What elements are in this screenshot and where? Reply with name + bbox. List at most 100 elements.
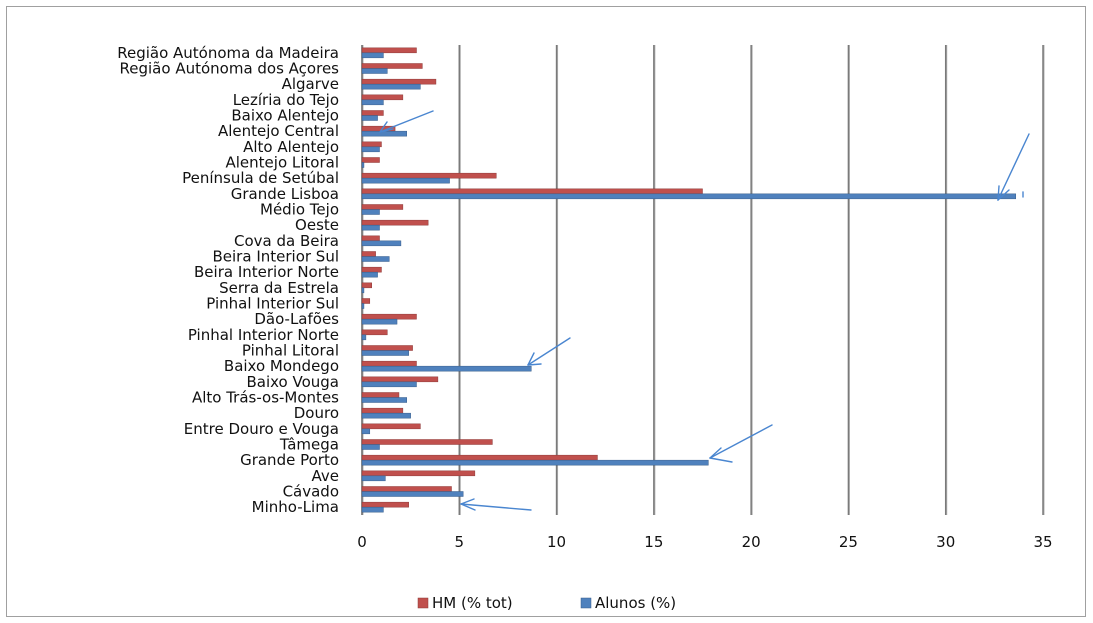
- bar-hm: [361, 454, 598, 461]
- bar-hm: [361, 501, 409, 508]
- bar-alunos: [361, 428, 371, 435]
- x-tick-label: 0: [357, 533, 367, 551]
- category-label: Alentejo Litoral: [226, 154, 340, 172]
- bar-alunos: [361, 146, 380, 153]
- category-label: Grande Lisboa: [231, 185, 339, 203]
- category-label: Douro: [294, 404, 339, 422]
- category-label: Cova da Beira: [234, 232, 339, 250]
- bar-hm: [361, 423, 421, 430]
- legend-swatch: [580, 597, 592, 609]
- bar-alunos: [361, 162, 365, 168]
- legend-label: HM (% tot): [432, 594, 513, 612]
- category-label: Baixo Vouga: [246, 373, 339, 391]
- bar-hm: [361, 407, 404, 414]
- legend-swatch: [417, 597, 429, 609]
- arrow-annotation: [460, 498, 532, 511]
- bar-hm: [361, 219, 429, 226]
- bar-hm: [361, 486, 452, 492]
- x-tick-label: 20: [742, 533, 761, 551]
- bar-alunos: [361, 475, 386, 482]
- bar-hm: [361, 329, 388, 336]
- category-label: Alentejo Central: [218, 122, 339, 140]
- bar-hm: [361, 141, 382, 148]
- bar-hm: [361, 188, 703, 195]
- bar-alunos: [361, 130, 408, 137]
- bar-hm: [361, 235, 380, 242]
- bar-alunos: [361, 303, 365, 309]
- category-label: Grande Porto: [240, 451, 339, 469]
- bar-hm: [361, 94, 404, 101]
- category-label: Oeste: [295, 216, 339, 234]
- bar-hm: [361, 47, 417, 54]
- bar-alunos: [361, 365, 532, 372]
- bar-alunos: [361, 444, 380, 450]
- category-label: Baixo Alentejo: [231, 107, 339, 125]
- chart-frame: Minho-Lima Cávado Ave Grande Porto Tâmega Ent…: [6, 6, 1086, 617]
- bar-alunos: [361, 256, 390, 262]
- bar-hm: [361, 172, 497, 179]
- category-label: Região Autónoma dos Açores: [120, 60, 340, 78]
- category-label: Minho-Lima: [252, 498, 339, 516]
- annotation-arrows: [379, 110, 1030, 511]
- bar-hm: [361, 470, 476, 477]
- bar-hm: [361, 204, 404, 210]
- category-label: Região Autónoma da Madeira: [117, 44, 339, 62]
- bar-hm: [361, 392, 400, 398]
- category-label: Pinhal Interior Sul: [206, 295, 339, 313]
- bar-alunos: [361, 412, 411, 419]
- x-tick-label: 25: [839, 533, 858, 551]
- category-label: Beira Interior Norte: [194, 263, 339, 281]
- category-label: Algarve: [282, 75, 339, 93]
- bar-alunos: [361, 459, 709, 466]
- bar-hm: [361, 63, 423, 69]
- bar-alunos: [361, 350, 409, 356]
- category-label: Beira Interior Sul: [213, 248, 340, 266]
- bar-alunos: [361, 177, 450, 184]
- bar-hm: [361, 360, 417, 367]
- bar-alunos: [361, 240, 402, 247]
- bar-alunos: [361, 491, 464, 497]
- x-tick-label: 15: [644, 533, 663, 551]
- bar-hm: [361, 313, 417, 320]
- bar-alunos: [361, 506, 384, 513]
- category-label: Tâmega: [279, 436, 339, 454]
- bars: [361, 47, 1017, 513]
- x-tick-labels: 0 5 10 15 20 25 30 35: [357, 533, 1052, 551]
- category-label: Península de Setúbal: [182, 169, 339, 187]
- arrow-annotation: [709, 424, 773, 463]
- bar-hm: [361, 345, 413, 351]
- arrow-annotation: [997, 133, 1030, 201]
- bar-hm: [361, 439, 493, 445]
- category-label: Baixo Mondego: [224, 357, 339, 375]
- legend: HM (% tot) Alunos (%): [417, 594, 676, 612]
- x-tick-label: 5: [455, 533, 465, 551]
- bar-hm: [361, 282, 372, 289]
- x-tick-label: 10: [547, 533, 566, 551]
- bar-alunos: [361, 318, 398, 325]
- category-label: Pinhal Litoral: [242, 342, 339, 360]
- category-label: Alto Trás-os-Montes: [192, 389, 339, 407]
- bar-alunos: [361, 193, 1017, 200]
- bar-alunos: [361, 68, 388, 74]
- x-tick-label: 30: [936, 533, 955, 551]
- bar-alunos: [361, 287, 365, 294]
- category-label: Entre Douro e Vouga: [184, 420, 339, 438]
- bar-alunos: [361, 83, 421, 90]
- category-label: Alto Alentejo: [243, 138, 339, 156]
- bar-alunos: [361, 224, 380, 231]
- bar-alunos: [361, 271, 378, 278]
- category-label: Dão-Lafões: [254, 310, 339, 328]
- bar-hm: [361, 376, 439, 383]
- bar-hm: [361, 251, 376, 257]
- category-label: Pinhal Interior Norte: [188, 326, 339, 344]
- category-label: Serra da Estrela: [219, 279, 339, 297]
- bar-alunos: [361, 334, 367, 341]
- bar-alunos: [361, 99, 384, 106]
- bar-hm: [361, 298, 371, 304]
- bar-alunos: [361, 52, 384, 59]
- bar-hm: [361, 110, 384, 116]
- legend-label: Alunos (%): [595, 594, 676, 612]
- category-label: Médio Tejo: [260, 201, 339, 219]
